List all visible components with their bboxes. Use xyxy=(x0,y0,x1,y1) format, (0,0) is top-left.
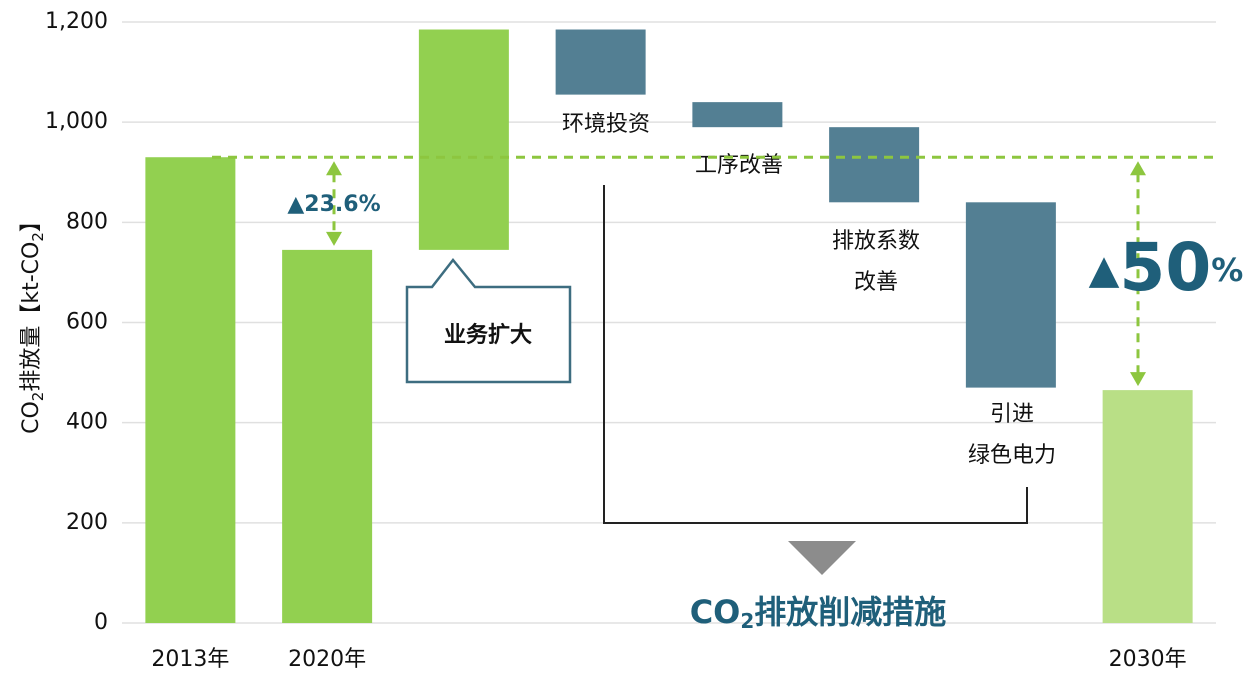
label-part: CO xyxy=(690,593,741,631)
subscript: 2 xyxy=(740,609,754,633)
x-tick-label: 2020年 xyxy=(288,647,366,672)
y-tick-label: 600 xyxy=(66,310,108,335)
change-unit: % xyxy=(1211,251,1243,289)
y-axis-label: CO2排放量【kt-CO2】 xyxy=(19,210,47,434)
bar-label: 引进 xyxy=(990,402,1034,427)
y-tick-label: 0 xyxy=(94,610,108,635)
arrow-head xyxy=(326,161,342,176)
change-part: ▲ xyxy=(287,192,304,217)
arrow-head xyxy=(1130,161,1146,176)
label-part: 】 xyxy=(19,210,44,232)
label-part: 排放量【kt-CO xyxy=(19,242,44,392)
callout-box xyxy=(405,257,572,384)
y-tick-label: 200 xyxy=(66,510,108,535)
label-part: 排放削减措施 xyxy=(754,593,946,631)
bracket-pointer xyxy=(788,541,856,575)
subscript: 2 xyxy=(29,232,47,242)
bar xyxy=(145,157,236,623)
arrow-head xyxy=(1130,372,1146,387)
bar-label: 改善 xyxy=(854,270,898,295)
y-tick-label: 400 xyxy=(66,410,108,435)
arrow-head xyxy=(326,231,342,246)
bar xyxy=(829,127,920,203)
bar xyxy=(282,249,373,624)
y-tick-label: 1,200 xyxy=(45,9,108,34)
change-label: ▲50% xyxy=(1089,229,1244,306)
marks xyxy=(145,29,1193,624)
bar-label: 业务扩大 xyxy=(444,323,532,348)
bar xyxy=(1102,390,1193,623)
change-part: % xyxy=(359,192,381,217)
bar xyxy=(965,202,1056,388)
change-symbol: ▲ xyxy=(1089,247,1120,293)
subscript: 2 xyxy=(29,392,47,402)
bar xyxy=(418,29,509,250)
change-label: ▲23.6% xyxy=(287,192,380,217)
bar xyxy=(692,102,783,128)
bar-label: 环境投资 xyxy=(562,112,650,137)
bar-label: 排放系数 xyxy=(832,229,920,254)
label-part: CO xyxy=(19,401,44,434)
x-tick-label: 2013年 xyxy=(151,647,229,672)
x-tick-label: 2030年 xyxy=(1109,647,1187,672)
y-tick-label: 1,000 xyxy=(45,109,108,134)
bracket-label: CO2排放削减措施 xyxy=(690,593,947,633)
bar xyxy=(555,29,646,95)
y-tick-label: 800 xyxy=(66,209,108,234)
change-number: 50 xyxy=(1119,229,1211,306)
bracket xyxy=(603,185,1028,524)
change-part: 23.6 xyxy=(304,192,358,217)
bar-label: 绿色电力 xyxy=(968,443,1056,468)
